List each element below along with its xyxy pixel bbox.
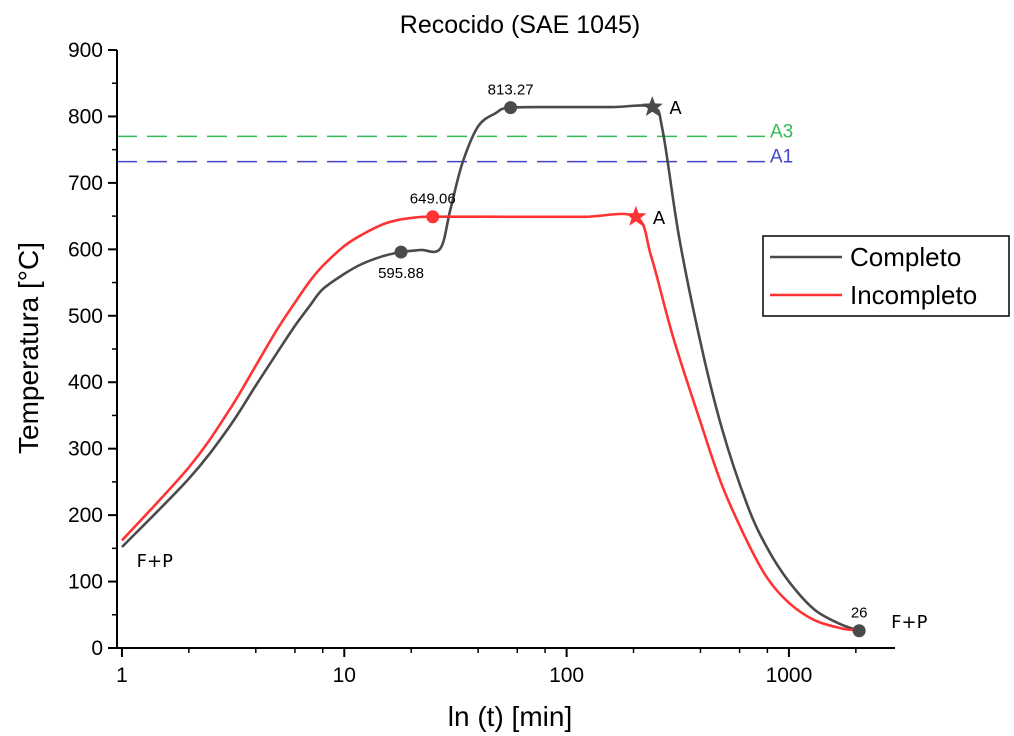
series-line-incompleto xyxy=(121,212,860,632)
y-tick-label: 100 xyxy=(68,571,103,594)
y-tick-label: 200 xyxy=(68,504,103,527)
y-tick-label: 400 xyxy=(68,371,103,394)
marker-point xyxy=(394,245,408,259)
marker-star xyxy=(625,205,647,226)
y-tick-label: 500 xyxy=(68,305,103,328)
marker-point xyxy=(504,101,518,115)
y-tick-label: 900 xyxy=(68,39,103,62)
reference-label-a3: A3 xyxy=(770,121,793,142)
y-axis-title: Temperatura [°C] xyxy=(13,242,44,454)
y-tick-label: 800 xyxy=(68,105,103,128)
phase-annotation: F+P xyxy=(137,551,173,572)
y-tick-label: 300 xyxy=(68,438,103,461)
y-ticks: 0 100 200 300 400 500 600 700 800 900 xyxy=(68,39,117,660)
legend-box xyxy=(762,235,1010,317)
x-tick-label: 1 xyxy=(116,664,128,687)
legend: Completo Incompleto xyxy=(762,235,1010,317)
marker-label: 595.88 xyxy=(378,265,424,282)
y-tick-label: 0 xyxy=(91,637,103,660)
marker-point xyxy=(852,624,866,638)
chart-title: Recocido (SAE 1045) xyxy=(400,11,640,39)
marker-label: 649.06 xyxy=(410,191,456,208)
x-tick-label: 1000 xyxy=(766,664,813,687)
x-axis-title: ln (t) [min] xyxy=(448,701,572,732)
annotations: F+P F+P xyxy=(137,551,928,633)
y-tick-label: 600 xyxy=(68,238,103,261)
x-tick-label: 10 xyxy=(333,664,356,687)
marker-label: 813.27 xyxy=(488,82,534,99)
marker-label: 26 xyxy=(851,605,868,622)
legend-label: Completo xyxy=(850,242,961,272)
markers: 595.88 813.27 A 649.06 A 26 xyxy=(378,82,868,638)
series-lines xyxy=(121,104,860,632)
x-tick-label: 100 xyxy=(549,664,584,687)
legend-label: Incompleto xyxy=(850,280,977,310)
marker-star xyxy=(641,96,663,116)
series-line-completo xyxy=(121,104,860,632)
reference-label-a1: A1 xyxy=(770,147,793,168)
marker-label: A xyxy=(653,208,666,229)
marker-label: A xyxy=(669,98,682,119)
phase-annotation: F+P xyxy=(891,612,927,633)
marker-point xyxy=(426,210,440,224)
x-ticks: 1 10 100 1000 xyxy=(116,648,857,687)
y-tick-label: 700 xyxy=(68,172,103,195)
